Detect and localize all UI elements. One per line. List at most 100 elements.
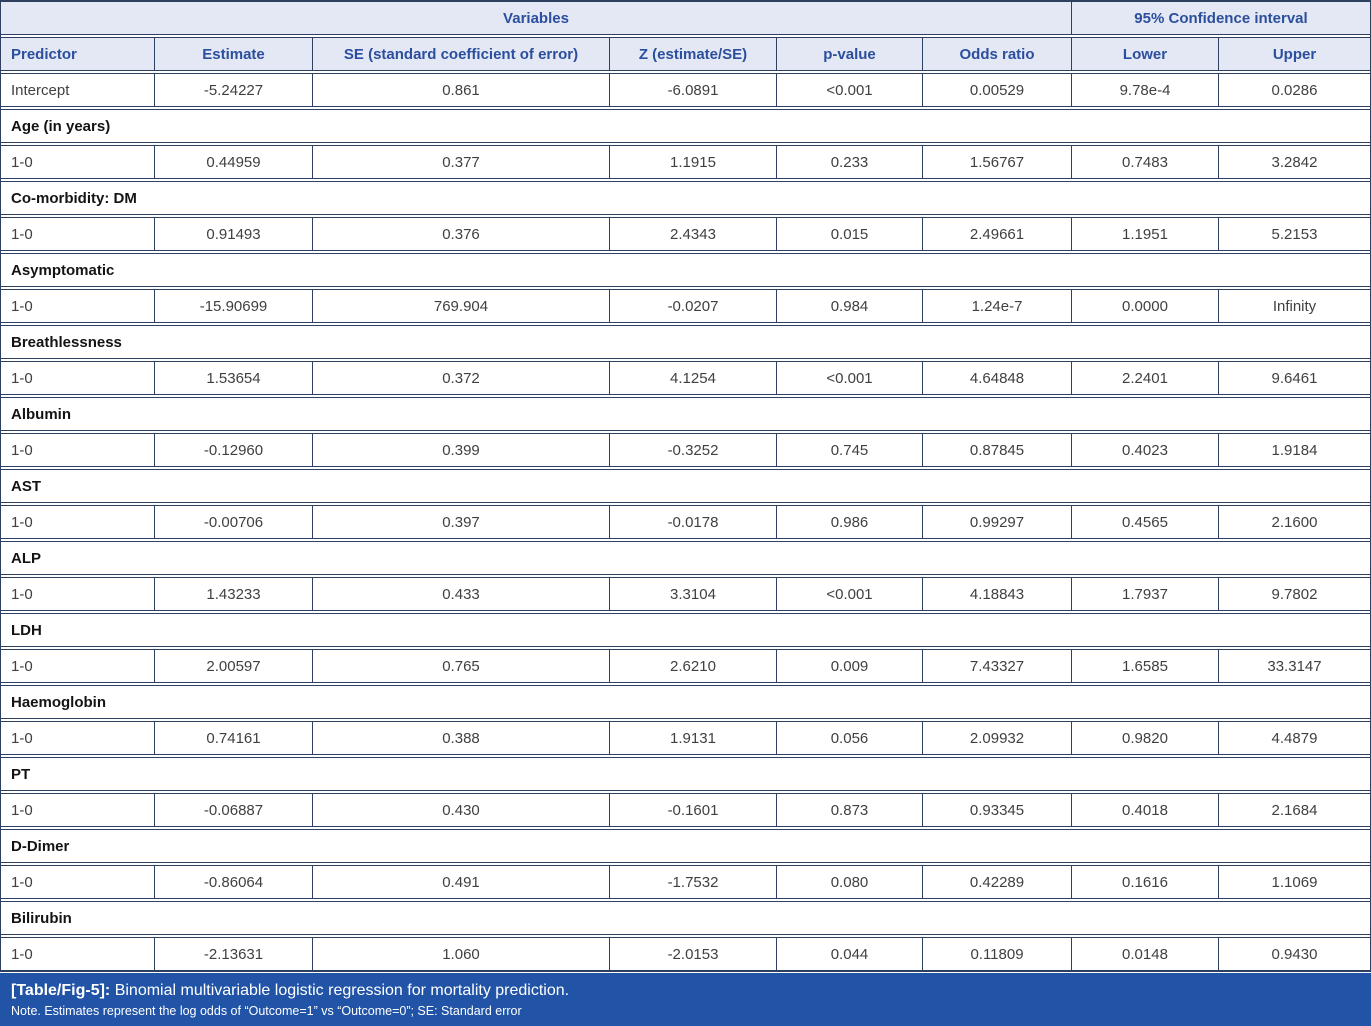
group-header-row: Variables 95% Confidence interval [1, 1, 1370, 35]
predictor-cell: 1-0 [1, 650, 155, 682]
predictor-section-row: ALP [1, 541, 1370, 575]
value-cell: 4.18843 [923, 578, 1072, 610]
value-cell: 0.986 [777, 506, 923, 538]
value-cell: -0.06887 [155, 794, 313, 826]
predictor-section-row: LDH [1, 613, 1370, 647]
value-cell: 0.388 [313, 722, 610, 754]
section-label: D-Dimer [11, 837, 70, 855]
table-row: 1-0 -0.86064 0.491 -1.7532 0.080 0.42289 0.161… [1, 865, 1370, 899]
value-cell: 1.6585 [1072, 650, 1219, 682]
value-cell: -0.0207 [610, 290, 777, 322]
predictor-section-row: PT [1, 757, 1370, 791]
value-cell: 0.9430 [1271, 945, 1318, 963]
section-label: ALP [11, 549, 41, 567]
value-cell: -0.00706 [155, 506, 313, 538]
value-cell: 1.060 [313, 938, 610, 970]
predictor-cell: 1-0 [1, 866, 155, 898]
predictor-cell: 1-0 [1, 938, 155, 970]
predictor-cell: 1-0 [1, 146, 155, 178]
value-cell: 2.2401 [1072, 362, 1219, 394]
value-cell: 0.87845 [923, 434, 1072, 466]
predictor-cell: 1-0 [1, 218, 155, 250]
value-cell: -5.24227 [155, 74, 313, 106]
value-cell: 0.93345 [923, 794, 1072, 826]
column-header-pvalue: p-value [777, 38, 923, 70]
predictor-cell: 1-0 [1, 578, 155, 610]
value-cell: <0.001 [777, 578, 923, 610]
value-cell: 0.1616 [1072, 866, 1219, 898]
value-cell: 5.2153 [1271, 225, 1318, 243]
table-row: 1-0 0.91493 0.376 2.4343 0.015 2.49661 1.1951 5… [1, 217, 1370, 251]
value-cell: 2.00597 [155, 650, 313, 682]
value-cell: 0.9820 [1072, 722, 1219, 754]
value-cell: 0.491 [313, 866, 610, 898]
predictor-cell: 1-0 [1, 506, 155, 538]
value-cell: 0.233 [777, 146, 923, 178]
value-cell: 2.1684 [1271, 801, 1318, 819]
caption-title: [Table/Fig-5]: Binomial multivariable lo… [11, 979, 1360, 1002]
value-cell: 0.11809 [923, 938, 1072, 970]
predictor-section-row: Age (in years) [1, 109, 1370, 143]
value-cell: 0.984 [777, 290, 923, 322]
table-row: 1-0 -0.12960 0.399 -0.3252 0.745 0.87845 0.402… [1, 433, 1370, 467]
predictor-section-row: AST [1, 469, 1370, 503]
predictor-cell: 1-0 [1, 290, 155, 322]
predictor-cell: 1-0 [1, 434, 155, 466]
predictor-section-row: D-Dimer [1, 829, 1370, 863]
value-cell: 4.4879 [1271, 729, 1318, 747]
value-cell: 0.4023 [1072, 434, 1219, 466]
value-cell: 0.91493 [155, 218, 313, 250]
value-cell: -0.86064 [155, 866, 313, 898]
value-cell: 0.4565 [1072, 506, 1219, 538]
column-header-se: SE (standard coefficient of error) [313, 38, 610, 70]
value-cell: -0.3252 [610, 434, 777, 466]
section-label: PT [11, 765, 31, 783]
value-cell: 1.53654 [155, 362, 313, 394]
value-cell: -0.0178 [610, 506, 777, 538]
value-cell: 0.399 [313, 434, 610, 466]
value-cell: 1.56767 [923, 146, 1072, 178]
table-row: 1-0 -0.00706 0.397 -0.0178 0.986 0.99297 0.456… [1, 505, 1370, 539]
predictor-cell: 1-0 [1, 722, 155, 754]
column-header-odds-ratio: Odds ratio [923, 38, 1072, 70]
value-cell: 0.044 [777, 938, 923, 970]
predictor-section-row: Haemoglobin [1, 685, 1370, 719]
value-cell: 4.1254 [610, 362, 777, 394]
value-cell: 0.873 [777, 794, 923, 826]
table-row: 1-0 2.00597 0.765 2.6210 0.009 7.43327 1.6585 3… [1, 649, 1370, 683]
table-row: 1-0 -0.06887 0.430 -0.1601 0.873 0.93345 0.401… [1, 793, 1370, 827]
predictor-cell: 1-0 [1, 794, 155, 826]
value-cell: Infinity [1272, 297, 1317, 315]
table-row: 1-0 -15.90699 769.904 -0.0207 0.984 1.24e-7 0.… [1, 289, 1370, 323]
value-cell: 0.377 [313, 146, 610, 178]
value-cell: -15.90699 [155, 290, 313, 322]
value-cell: 0.0000 [1072, 290, 1219, 322]
value-cell: 0.765 [313, 650, 610, 682]
value-cell: 0.430 [313, 794, 610, 826]
value-cell: 0.372 [313, 362, 610, 394]
predictor-section-row: Breathlessness [1, 325, 1370, 359]
table-row: 1-0 -2.13631 1.060 -2.0153 0.044 0.11809 0.014… [1, 937, 1370, 971]
column-header-row: Predictor Estimate SE (standard coeffici… [1, 37, 1370, 71]
caption-tag: [Table/Fig-5]: [11, 982, 111, 999]
section-label: Albumin [11, 405, 71, 423]
column-header-upper: Upper [1272, 45, 1317, 63]
table-row: 1-0 1.53654 0.372 4.1254 <0.001 4.64848 2.2401… [1, 361, 1370, 395]
value-cell: 1.9131 [610, 722, 777, 754]
value-cell: 2.49661 [923, 218, 1072, 250]
section-label: Haemoglobin [11, 693, 107, 711]
value-cell: 9.6461 [1271, 369, 1318, 387]
value-cell: 1.24e-7 [923, 290, 1072, 322]
section-label: Co-morbidity: DM [11, 189, 137, 207]
value-cell: 1.1069 [1271, 873, 1318, 891]
value-cell: -6.0891 [610, 74, 777, 106]
value-cell: 0.015 [777, 218, 923, 250]
value-cell: 2.6210 [610, 650, 777, 682]
value-cell: 0.745 [777, 434, 923, 466]
predictor-section-row: Bilirubin [1, 901, 1370, 935]
section-label: Breathlessness [11, 333, 122, 351]
section-label: Age (in years) [11, 117, 111, 135]
column-header-predictor: Predictor [1, 38, 155, 70]
value-cell: 0.056 [777, 722, 923, 754]
